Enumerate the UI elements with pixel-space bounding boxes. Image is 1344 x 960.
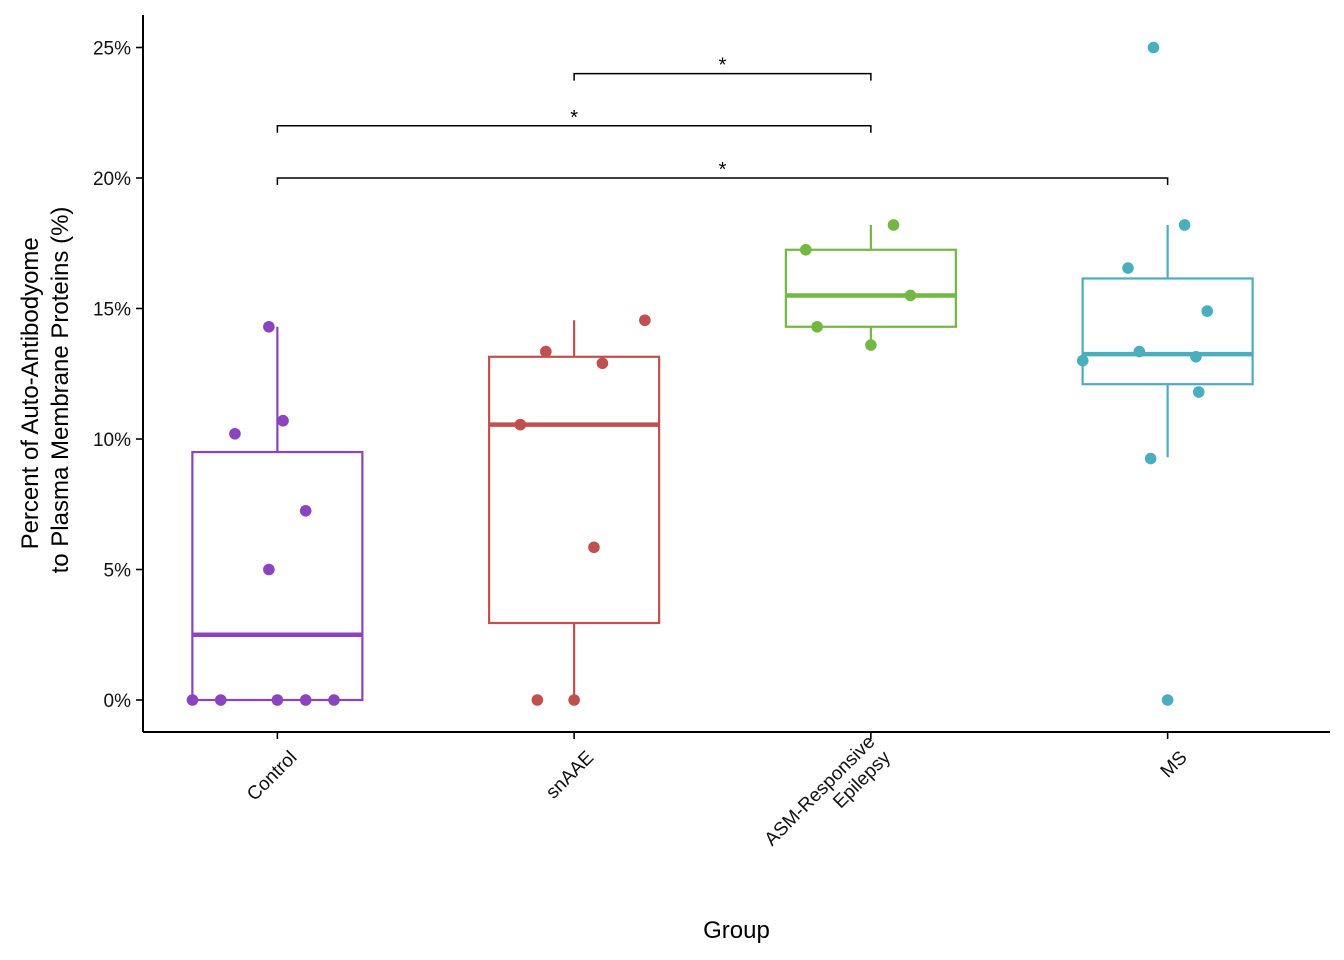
y-axis-title-line-1: Percent of Auto-Antibodyome [17,237,44,549]
significance-label: * [570,107,578,129]
x-tick-label: MS [1157,747,1192,782]
data-point [299,694,312,706]
data-point [811,320,823,333]
y-axis: 0% 5% 10% 15% 20% 25% [93,15,144,732]
data-point [904,289,917,302]
data-point [1147,41,1160,54]
x-axis: Control snAAE ASM-ResponsiveEpilepsy MS [143,731,1330,866]
significance-bracket: * [276,159,1169,185]
x-tick-label-line: snAAE [542,747,598,803]
bracket-line [276,177,1169,185]
data-point [263,563,275,576]
x-tick-label-line: MS [1157,747,1192,782]
y-tick-label: 0% [104,691,132,712]
data-point [328,694,340,706]
data-point [531,694,544,706]
data-point [1178,219,1191,231]
data-point [1144,452,1157,465]
box [784,248,957,328]
data-point [540,345,552,358]
y-tick-label: 10% [93,430,131,451]
data-point [588,541,600,554]
data-point [1133,345,1146,358]
data-point [214,694,227,706]
y-axis-title: Percent of Auto-Antibodyome to Plasma Me… [17,207,74,574]
y-tick-label: 25% [93,39,131,60]
bracket-line [276,125,872,133]
x-tick-label: Control [243,747,301,805]
box-group [784,219,957,351]
box [488,355,661,625]
data-point [263,320,275,333]
y-tick-label: 15% [93,300,131,321]
data-point [1122,262,1134,274]
data-point [1076,354,1089,367]
data-point [1190,350,1202,363]
bracket-line [573,72,872,81]
data-point [1161,694,1174,706]
x-tick-label: ASM-ResponsiveEpilepsy [761,731,896,866]
data-point [514,418,527,431]
data-point [271,694,284,706]
data-point [277,414,289,427]
data-point [596,357,609,370]
data-point [1201,305,1214,317]
box-group [488,314,661,706]
data-point [887,219,900,231]
significance-label: * [719,159,727,181]
x-tick-label-line: Control [243,747,301,805]
box [191,450,364,702]
plot-area: * * * [186,41,1254,706]
data-point [186,694,199,706]
data-point [865,339,877,351]
significance-label: * [719,55,727,77]
significance-bracket: * [276,107,872,133]
box-group [1076,41,1254,706]
data-point [229,427,241,440]
data-point [1192,386,1205,398]
x-axis-title: Group [703,917,770,944]
box-group [186,320,364,706]
data-point [568,694,580,706]
data-point [799,243,812,256]
y-tick-label: 5% [104,561,132,582]
x-tick-label: snAAE [542,747,598,803]
data-point [639,314,651,327]
significance-bracket: * [573,55,872,81]
y-axis-title-line-2: to Plasma Membrane Proteins (%) [47,207,74,574]
box [1081,277,1254,386]
data-point [299,504,312,517]
y-tick-label: 20% [93,169,131,190]
